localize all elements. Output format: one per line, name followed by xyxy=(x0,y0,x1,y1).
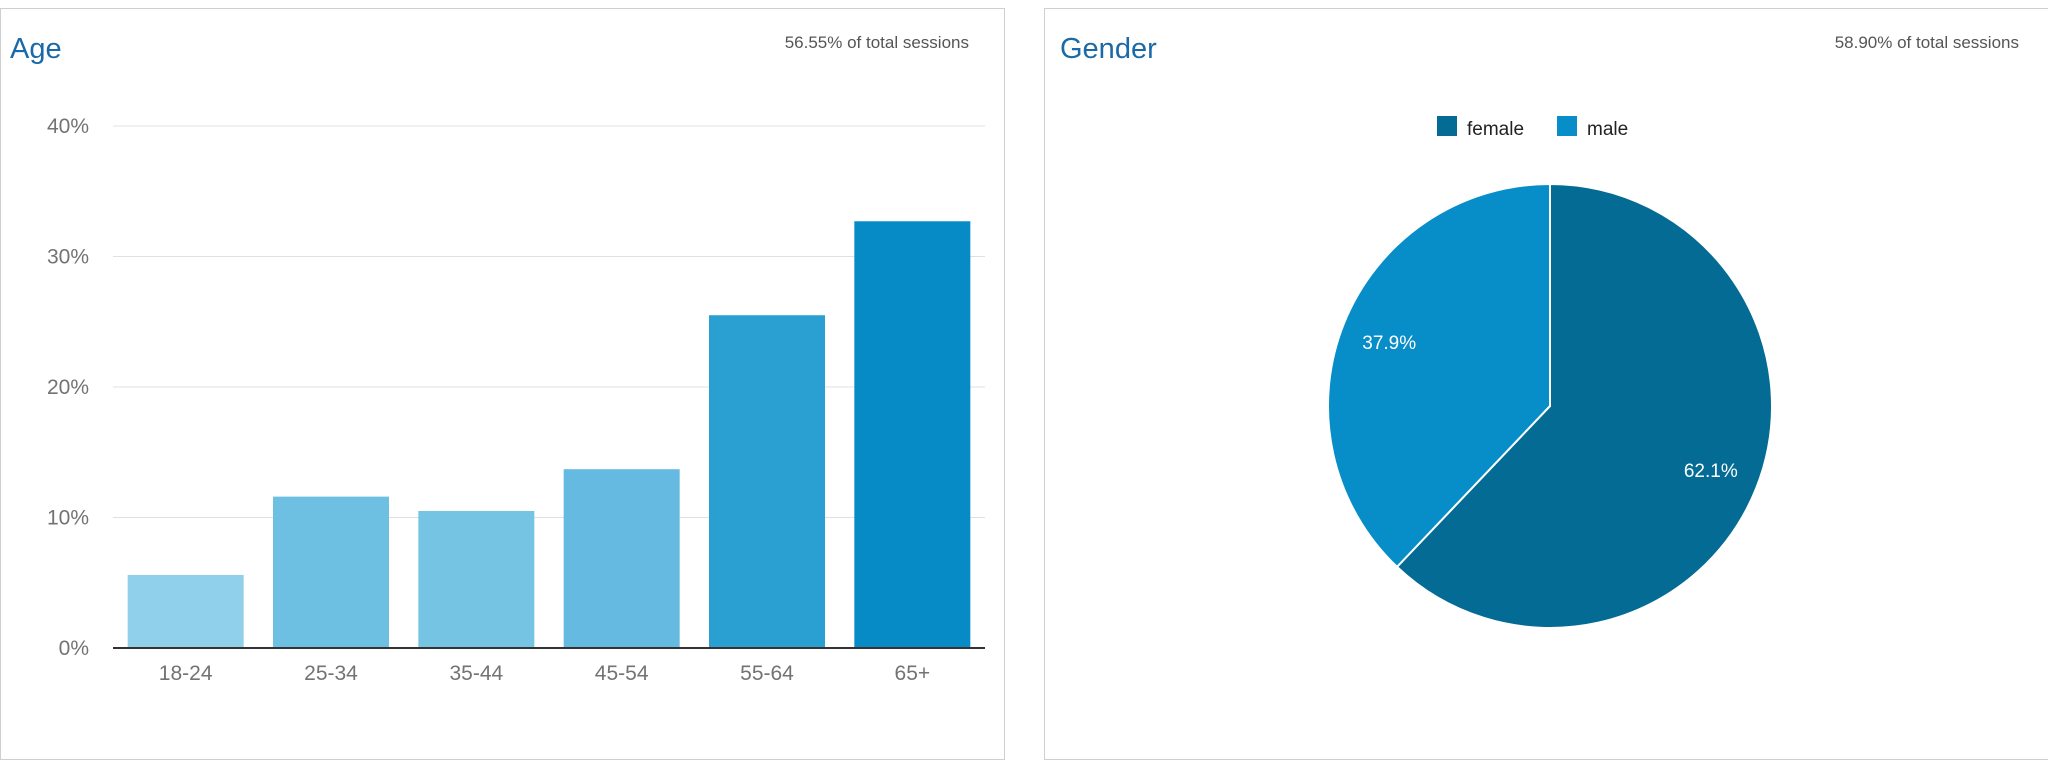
age-x-tick-label: 45-54 xyxy=(595,662,649,685)
age-x-tick-label: 25-34 xyxy=(304,662,358,685)
age-sessions-share: 56.55% of total sessions xyxy=(784,33,969,52)
age-y-tick-label: 20% xyxy=(47,376,89,399)
gender-pie-chart: female male 62.1% 37.9% xyxy=(1327,116,1773,629)
age-chart-title: Age xyxy=(10,33,62,65)
pie-slice-label-male: 37.9% xyxy=(1362,333,1416,354)
age-bar-25-34[interactable] xyxy=(273,496,389,648)
age-bar-55-64[interactable] xyxy=(709,315,825,648)
age-x-tick-label: 35-44 xyxy=(449,662,503,685)
age-bar-45-54[interactable] xyxy=(563,469,680,648)
legend-label-female[interactable]: female xyxy=(1467,119,1524,140)
age-y-tick-label: 0% xyxy=(59,637,89,660)
age-x-tick-label: 18-24 xyxy=(159,662,213,685)
age-x-tick-label: 65+ xyxy=(895,662,931,685)
pie-slice-label-female: 62.1% xyxy=(1684,461,1738,482)
legend-swatch-male xyxy=(1557,116,1577,136)
age-bar-chart: 0% 10% 20% 30% 40% 18-24 25-34 35-44 45-54 55-64… xyxy=(47,115,985,685)
age-chart-panel: Age 56.55% of total sessions 0% 10% 20% 30%… xyxy=(0,8,1005,760)
age-y-tick-label: 40% xyxy=(47,115,89,138)
pie-slice-female[interactable] xyxy=(1395,182,1773,629)
gender-chart-panel: Gender 58.90% of total sessions female ma… xyxy=(1044,8,2048,760)
gender-chart-title: Gender xyxy=(1060,33,1157,65)
age-x-tick-label: 55-64 xyxy=(740,662,794,685)
age-bar-18-24[interactable] xyxy=(127,574,244,648)
legend-swatch-female xyxy=(1437,116,1457,136)
pie-slice-male[interactable] xyxy=(1327,182,1551,569)
age-bar-65+[interactable] xyxy=(854,221,971,648)
gender-sessions-share: 58.90% of total sessions xyxy=(1834,33,2019,52)
age-bar-35-44[interactable] xyxy=(418,510,535,648)
age-y-tick-label: 30% xyxy=(47,246,89,269)
legend-label-male[interactable]: male xyxy=(1587,119,1628,140)
age-y-tick-label: 10% xyxy=(47,507,89,530)
